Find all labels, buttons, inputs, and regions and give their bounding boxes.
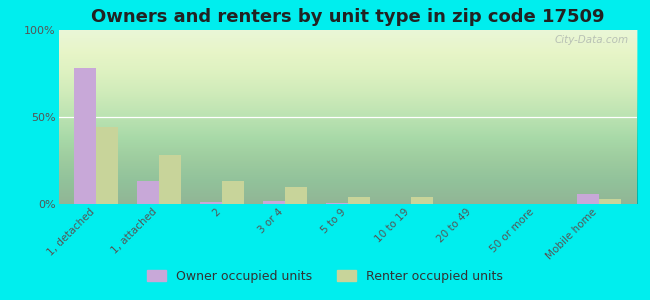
Bar (159, 155, 181, 204)
Bar (326, 203, 348, 204)
Bar (74, 68, 96, 204)
Bar (411, 197, 433, 204)
Bar (137, 182, 159, 204)
Bar (96, 128, 118, 204)
Bar (263, 200, 285, 204)
Bar (285, 187, 307, 204)
Legend: Owner occupied units, Renter occupied units: Owner occupied units, Renter occupied un… (142, 265, 508, 288)
Bar (599, 199, 621, 204)
Bar (348, 197, 370, 204)
Bar (577, 194, 599, 204)
Text: City-Data.com: City-Data.com (554, 35, 629, 45)
Bar (200, 202, 222, 204)
Title: Owners and renters by unit type in zip code 17509: Owners and renters by unit type in zip c… (91, 8, 604, 26)
Bar (222, 182, 244, 204)
